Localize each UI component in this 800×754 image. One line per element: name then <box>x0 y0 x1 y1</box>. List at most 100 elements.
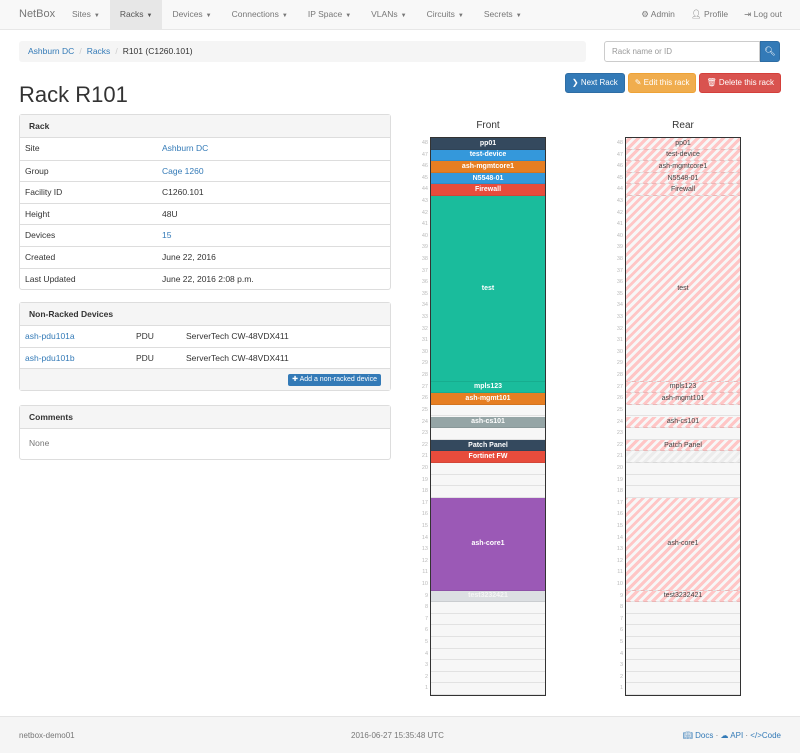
delete-rack-button[interactable]: 🗑︎ Delete this rack <box>699 73 781 93</box>
rack-unit-slot[interactable] <box>431 648 545 661</box>
rack-unit-slot[interactable] <box>626 404 740 417</box>
unit-number: 13 <box>616 546 623 553</box>
unit-number: 22 <box>421 441 428 448</box>
nav-vlans[interactable]: VLANs ▼ <box>361 0 416 29</box>
docs-link[interactable]: 📖︎ Docs <box>682 731 714 740</box>
rack-unit-slot[interactable] <box>431 660 545 672</box>
nav-devices[interactable]: Devices ▼ <box>162 0 221 29</box>
rack-unit-slot[interactable] <box>626 602 740 614</box>
nav-ip-space[interactable]: IP Space ▼ <box>298 0 361 29</box>
unit-number: 46 <box>616 163 623 170</box>
nav-racks[interactable]: Racks ▼ <box>109 0 163 29</box>
rack-unit-slot[interactable] <box>626 613 740 626</box>
rack-unit-slot[interactable] <box>626 486 740 498</box>
unit-number: 16 <box>616 511 623 518</box>
device-role: PDU <box>136 352 154 363</box>
nav-connections[interactable]: Connections ▼ <box>222 0 298 29</box>
rack-unit-slot[interactable] <box>626 660 740 672</box>
rack-device-rear[interactable]: ash-mgmtcore1 <box>626 161 740 173</box>
rack-attr-row: Devices 15 <box>20 224 390 246</box>
edit-rack-button[interactable]: ✎ Edit this rack <box>627 73 697 93</box>
attr-value[interactable]: Cage 1260 <box>162 165 204 176</box>
search-button[interactable]: 🔍︎ <box>760 41 780 62</box>
book-icon: 📖︎ <box>682 731 693 740</box>
breadcrumb-site[interactable]: Ashburn DC <box>28 46 75 56</box>
nav-sites[interactable]: Sites ▼ <box>62 0 110 29</box>
caret-down-icon: ▼ <box>345 13 352 19</box>
rack-device-front[interactable]: mpls123 <box>431 381 545 394</box>
code-icon: </> <box>750 731 762 740</box>
nav-label: Connections <box>231 9 279 19</box>
attr-value[interactable]: Ashburn DC <box>162 143 209 153</box>
breadcrumb-racks[interactable]: Racks <box>86 46 111 56</box>
unit-number: 5 <box>619 638 623 645</box>
rack-device-rear[interactable]: ash-mgmt101 <box>626 393 740 405</box>
next-rack-button[interactable]: ❯ Next Rack <box>564 73 625 93</box>
rack-device-front[interactable]: Firewall <box>431 184 545 196</box>
unit-number: 43 <box>616 198 623 205</box>
rack-device-rear[interactable]: test-device <box>626 149 740 162</box>
rack-device-rear[interactable]: ash-cs101 <box>626 416 740 429</box>
rack-unit-slot[interactable] <box>431 602 545 614</box>
rack-unit-slot[interactable] <box>626 683 740 695</box>
rack-device-rear[interactable]: pp01 <box>626 138 740 150</box>
nav-circuits[interactable]: Circuits ▼ <box>417 0 474 29</box>
rack-unit-slot[interactable] <box>431 462 545 475</box>
rack-device-rear[interactable]: Firewall <box>626 184 740 196</box>
rack-device-front[interactable]: ash-core1 <box>431 497 545 591</box>
rack-unit-slot[interactable] <box>431 613 545 626</box>
rack-device-front[interactable]: ash-cs101 <box>431 416 545 429</box>
rack-device-front[interactable]: pp01 <box>431 138 545 150</box>
rack-device-rear[interactable]: test3232421 <box>626 590 740 603</box>
nav-admin[interactable]: ⚙ Admin <box>633 0 683 29</box>
rack-device-rear[interactable]: N5548-01 <box>626 172 740 185</box>
unit-number: 45 <box>616 174 623 181</box>
search-input[interactable] <box>604 41 760 62</box>
breadcrumb: Ashburn DC / Racks / R101 (C1260.101) <box>19 41 586 62</box>
rack-unit-slot[interactable] <box>431 486 545 498</box>
unit-number: 18 <box>616 488 623 495</box>
brand-link[interactable]: NetBox <box>19 8 56 20</box>
rack-device-front[interactable]: test-device <box>431 149 545 162</box>
rack-unit-slot[interactable] <box>431 636 545 649</box>
rack-unit-slot[interactable] <box>431 404 545 417</box>
rack-device-rear[interactable]: Patch Panel <box>626 439 740 452</box>
device-link[interactable]: ash-pdu101a <box>25 331 75 341</box>
rack-unit-slot[interactable] <box>626 428 740 440</box>
nav-profile[interactable]: 👤︎ Profile <box>683 0 736 29</box>
rack-unit-slot[interactable] <box>431 474 545 487</box>
rack-unit-slot[interactable] <box>626 462 740 475</box>
non-racked-row: ash-pdu101b PDU ServerTech CW-48VDX411 <box>20 348 390 369</box>
rack-unit-slot[interactable] <box>626 648 740 661</box>
rack-unit-slot[interactable] <box>431 428 545 440</box>
nav-log-out[interactable]: ⇥ Log out <box>736 0 790 29</box>
rack-unit-slot[interactable] <box>626 671 740 684</box>
rack-unit-slot[interactable] <box>626 625 740 637</box>
rack-device-rear[interactable]: test <box>626 196 740 382</box>
nav-secrets[interactable]: Secrets ▼ <box>474 0 532 29</box>
rack-unit-slot[interactable] <box>626 474 740 487</box>
nav-label: Profile <box>704 9 729 19</box>
rack-device-front[interactable]: test3232421 <box>431 590 545 603</box>
api-link[interactable]: ☁ API <box>720 731 744 740</box>
rack-unit-slot[interactable] <box>431 683 545 695</box>
rack-unit-slot[interactable] <box>431 671 545 684</box>
device-link[interactable]: ash-pdu101b <box>25 352 75 363</box>
attr-value[interactable]: 15 <box>162 230 172 241</box>
code-link[interactable]: </>Code <box>750 731 781 740</box>
rack-device-front[interactable]: Patch Panel <box>431 439 545 452</box>
rack-device-front[interactable]: ash-mgmtcore1 <box>431 161 545 173</box>
rack-device-front[interactable]: ash-mgmt101 <box>431 393 545 405</box>
rack-device-front[interactable]: Fortinet FW <box>431 451 545 463</box>
rack-device-rear[interactable]: ash-core1 <box>626 497 740 591</box>
rack-device-rear[interactable]: mpls123 <box>626 381 740 394</box>
rack-unit-slot[interactable] <box>431 625 545 637</box>
rack-device-rear[interactable] <box>626 451 740 463</box>
add-non-racked-device-button[interactable]: ✚ Add a non-racked device <box>288 374 381 386</box>
rack-device-front[interactable]: N5548-01 <box>431 172 545 185</box>
search-icon: 🔍︎ <box>764 46 776 56</box>
nav-label: Circuits <box>426 9 455 19</box>
rack-device-front[interactable]: test <box>431 196 545 382</box>
rack-unit-slot[interactable] <box>626 636 740 649</box>
caret-down-icon: ▼ <box>281 13 288 19</box>
